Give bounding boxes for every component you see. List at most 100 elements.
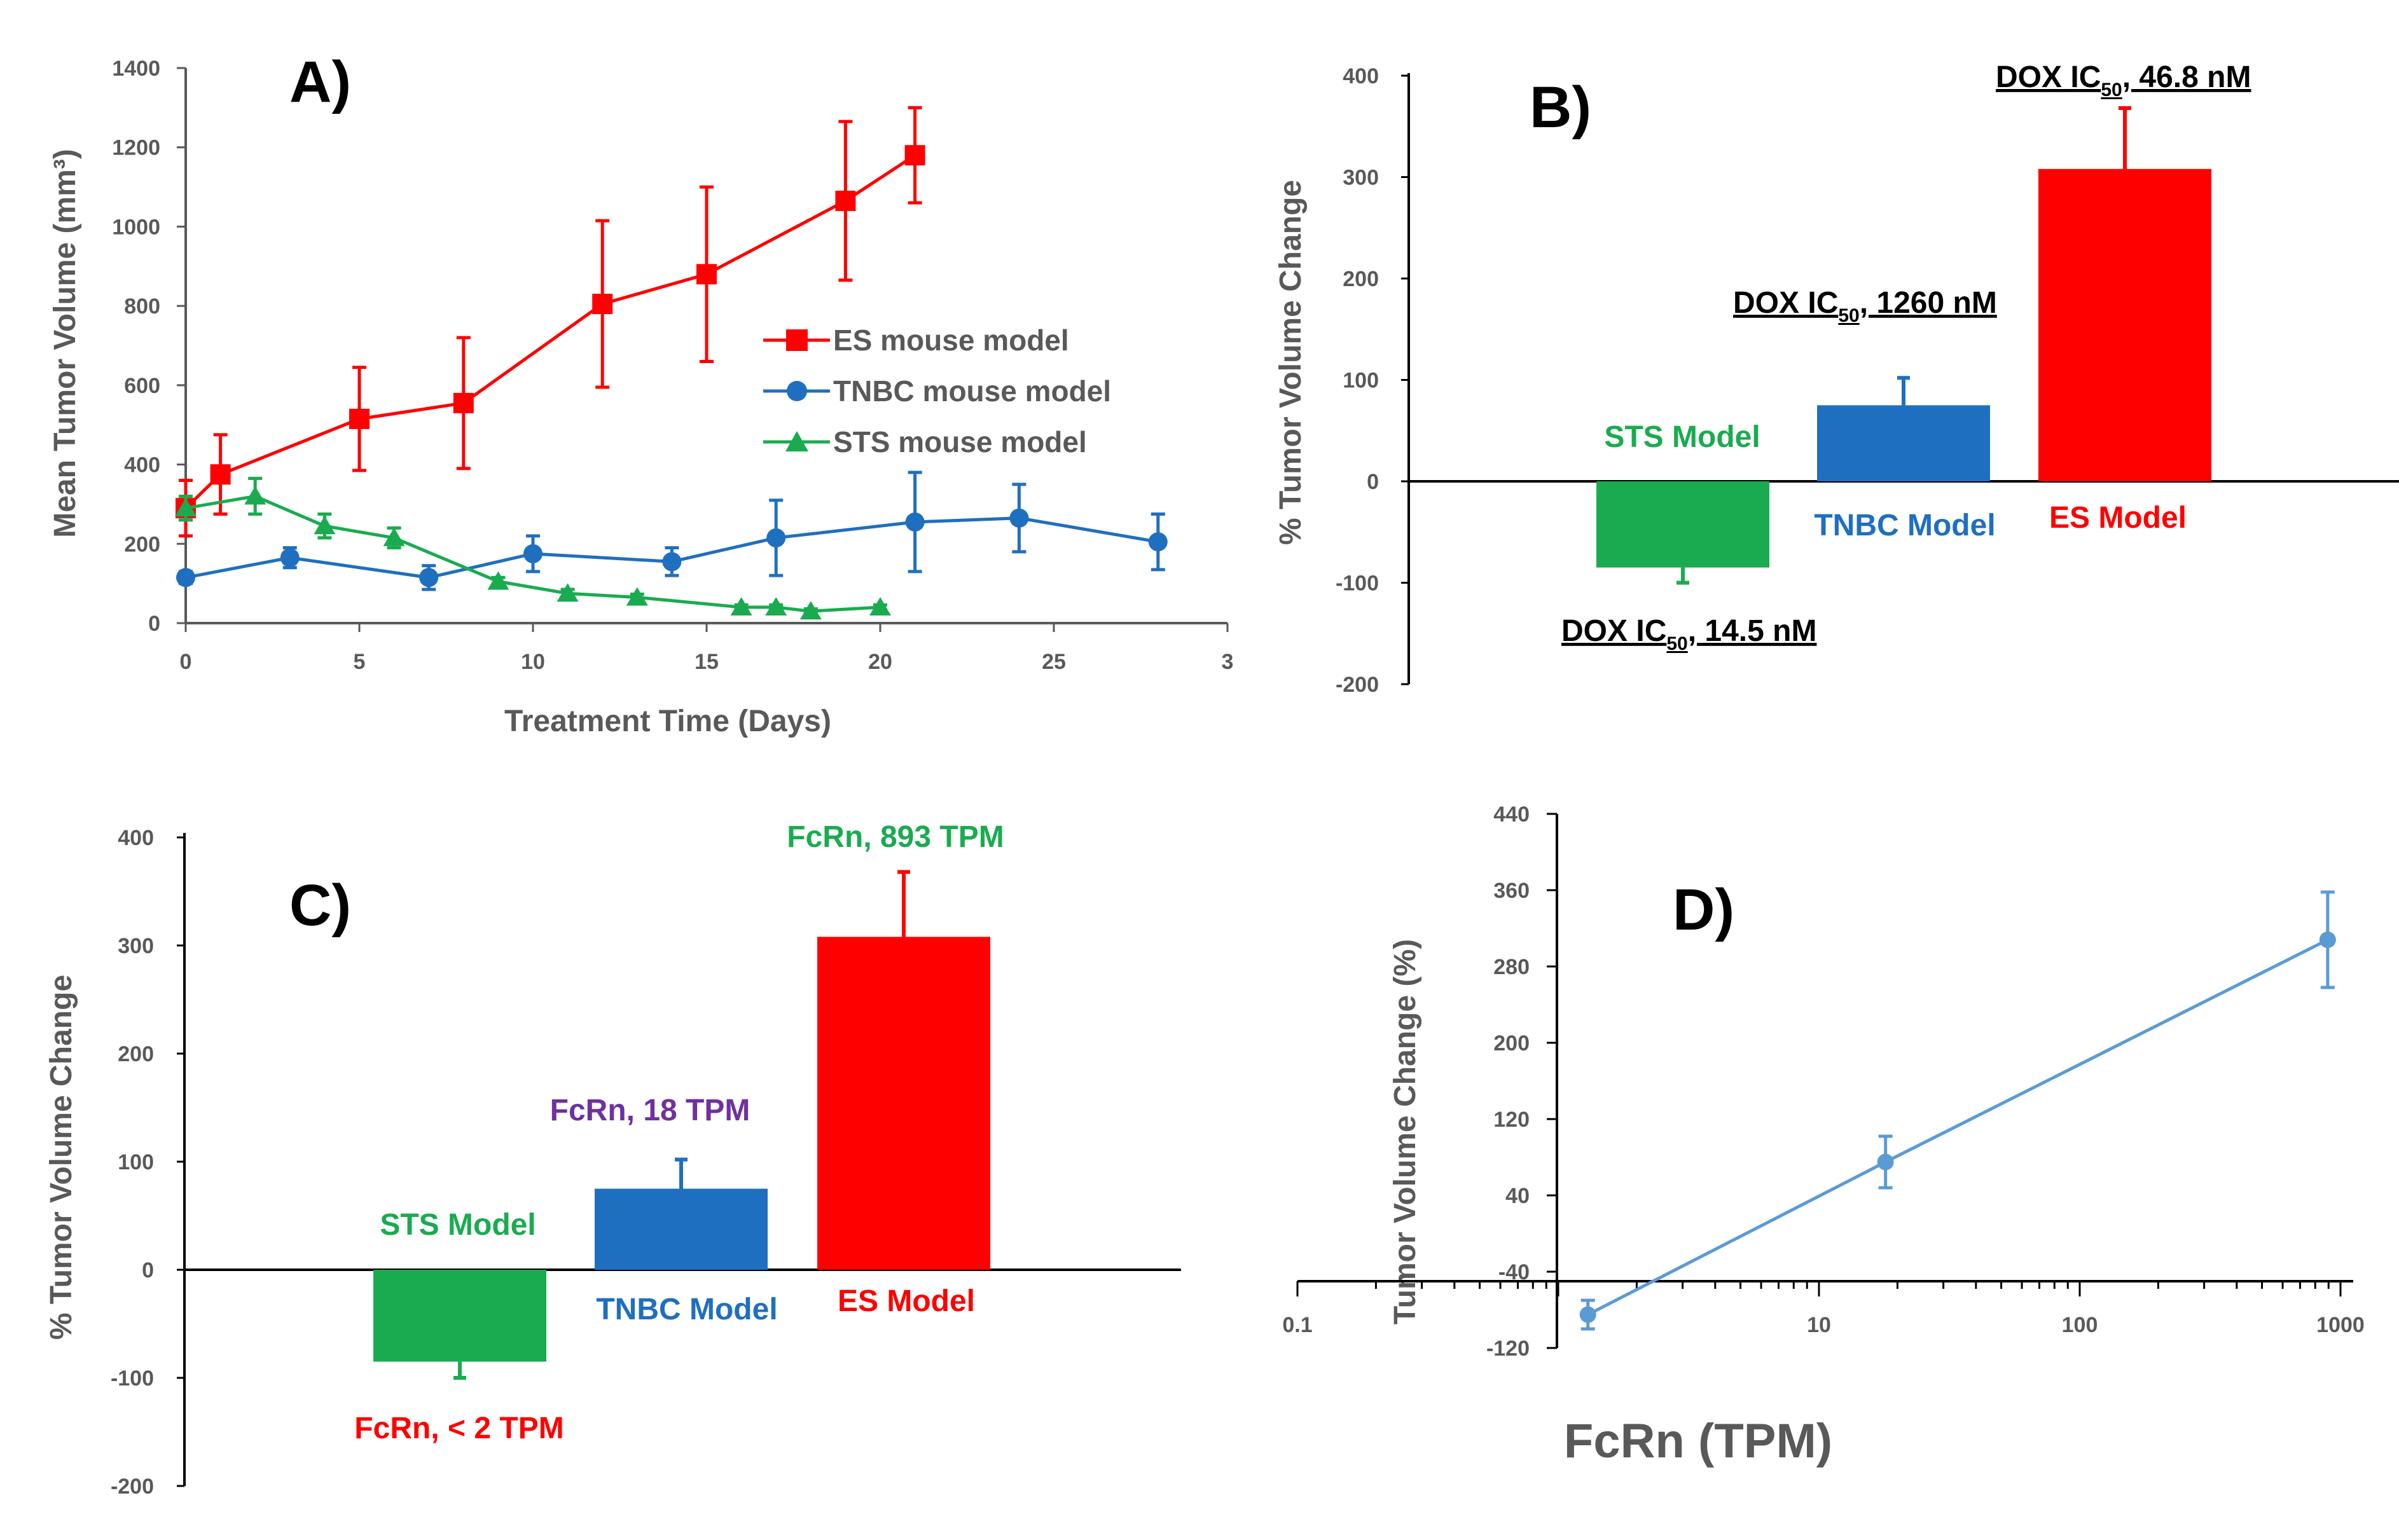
panel-d-x-tick-label: 1000 [2316, 1313, 2365, 1337]
panel-c-bars [373, 870, 990, 1380]
panel-c-annotation-sts: FcRn, < 2 TPM [354, 1412, 563, 1445]
panel-b-y-tick-label: -200 [1336, 673, 1379, 697]
panel-a: A) Mean Tumor Volume (mm³) Treatment Tim… [48, 50, 1233, 738]
panel-d-y-axis-title: Tumor Volume Change (%) [1388, 939, 1422, 1324]
panel-a-series [175, 106, 1168, 620]
panel-a-x-tick-label: 3 [1222, 650, 1234, 674]
data-point-sts [799, 601, 822, 620]
data-point-sts [730, 597, 752, 616]
panel-c-y-tick-label: -200 [111, 1475, 154, 1499]
panel-c-annotation-es: FcRn, 893 TPM [787, 820, 1004, 854]
panel-a-x-tick-label: 15 [695, 650, 719, 674]
panel-a-y-tick-label: 600 [124, 374, 160, 398]
legend-tnbc-label: TNBC mouse model [833, 375, 1111, 408]
panel-a-y-axis-title: Mean Tumor Volume (mm³) [48, 149, 82, 538]
series-sts [175, 476, 891, 620]
legend-es-marker [786, 329, 808, 351]
panel-b-y-ticks: -200 -100 0 100 200 300 400 [1336, 64, 1409, 697]
panel-a-x-tick-label: 20 [868, 650, 892, 674]
panel-a-x-tick-label: 0 [180, 650, 192, 674]
data-point-tnbc [176, 568, 195, 588]
panel-b: B) % Tumor Volume Change -200 -100 0 100 200… [1274, 60, 2399, 697]
panel-d-data-point [1877, 1153, 1894, 1171]
panel-d-label: D) [1673, 877, 1734, 942]
panel-b-bars [1596, 106, 2211, 585]
panel-c-annotation-tnbc: FcRn, 18 TPM [550, 1094, 750, 1127]
panel-c-bar-label-tnbc: TNBC Model [596, 1293, 777, 1326]
panel-d-x-ticks: 0.1 10 100 1000 [1282, 1281, 2365, 1337]
panel-b-y-tick-label: -100 [1336, 572, 1379, 596]
data-point-sts [487, 571, 509, 590]
panel-c-y-axis-title: % Tumor Volume Change [45, 975, 78, 1340]
panel-d-data-point [2319, 932, 2336, 948]
panel-d-x-tick-label: 0.1 [1282, 1313, 1312, 1337]
data-point-sts [175, 498, 197, 517]
panel-a-legend: ES mouse model TNBC mouse model STS mous… [763, 324, 1111, 458]
data-point-tnbc [1009, 508, 1029, 528]
panel-c-bar-sts [373, 1270, 546, 1362]
data-point-tnbc [523, 544, 543, 563]
panel-d-axes [1297, 814, 2353, 1348]
panel-c-y-tick-label: 400 [118, 826, 154, 850]
panel-d-y-tick-label: -120 [1486, 1337, 1530, 1361]
data-point-sts [765, 597, 787, 616]
panel-b-label: B) [1530, 75, 1591, 140]
panel-d-y-tick-label: 360 [1493, 879, 1530, 903]
data-point-sts [244, 486, 266, 505]
panel-b-annotation-es: DOX IC50, 46.8 nM [1996, 60, 2251, 100]
panel-a-x-axis-title: Treatment Time (Days) [504, 705, 831, 738]
panel-a-x-tick-label: 25 [1042, 650, 1066, 674]
panel-a-y-tick-label: 200 [124, 532, 160, 556]
panel-d-y-tick-label: 40 [1505, 1184, 1530, 1208]
data-point-sts [383, 527, 405, 546]
panel-c-y-tick-label: 0 [142, 1258, 154, 1282]
panel-b-bar-label-tnbc: TNBC Model [1814, 509, 1995, 542]
panel-b-annotation-tnbc: DOX IC50, 1260 nM [1733, 286, 1997, 326]
panel-d-x-tick-label: 10 [1807, 1313, 1831, 1337]
data-point-tnbc [419, 568, 439, 588]
panel-b-y-tick-label: 100 [1343, 369, 1379, 393]
panel-a-y-tick-label: 800 [124, 294, 160, 319]
panel-d-data-point [1579, 1306, 1596, 1323]
panel-c-y-tick-label: 300 [118, 934, 154, 958]
data-point-tnbc [766, 528, 786, 547]
panel-d-y-tick-label: 120 [1493, 1108, 1530, 1132]
data-point-sts [557, 583, 579, 602]
panel-c-y-tick-label: -100 [111, 1366, 154, 1391]
panel-c-bar-label-es: ES Model [838, 1284, 975, 1318]
panel-a-y-tick-label: 1400 [112, 57, 160, 81]
panel-d-y-tick-label: 280 [1493, 955, 1530, 979]
data-point-tnbc [662, 552, 682, 572]
legend-item-es: ES mouse model [763, 324, 1069, 357]
legend-sts-label: STS mouse model [833, 425, 1087, 458]
panel-b-y-tick-label: 300 [1343, 166, 1379, 190]
panel-a-y-tick-label: 0 [148, 612, 160, 636]
data-point-tnbc [1148, 532, 1168, 552]
legend-sts-marker [785, 431, 808, 451]
data-point-es [349, 408, 370, 429]
panel-d-y-tick-label: -40 [1498, 1260, 1530, 1284]
panel-b-bar-label-sts: STS Model [1604, 420, 1760, 454]
panel-a-y-tick-label: 1000 [112, 215, 160, 239]
panel-a-label: A) [289, 50, 351, 114]
panel-a-x-tick-label: 10 [521, 650, 545, 674]
panel-b-bar-label-es: ES Model [2049, 501, 2187, 535]
data-point-tnbc [280, 548, 300, 568]
panel-a-y-ticks: 0 200 400 600 800 1000 1200 1400 [112, 57, 186, 636]
panel-c-y-ticks: -200 -100 0 100 200 300 400 [111, 826, 184, 1499]
panel-a-x-tick-label: 5 [354, 650, 366, 674]
panel-b-y-tick-label: 0 [1367, 470, 1379, 494]
panel-d-y-tick-label: 200 [1493, 1031, 1530, 1055]
panel-c-bar-tnbc [595, 1188, 768, 1270]
legend-es-label: ES mouse model [833, 324, 1069, 357]
panel-c-y-tick-label: 200 [118, 1042, 154, 1066]
series-tnbc [176, 471, 1168, 591]
legend-tnbc-marker [787, 381, 807, 401]
panel-d-series [1579, 890, 2336, 1331]
panel-d-y-ticks: -120 -40 40 120 200 280 360 440 [1486, 802, 1557, 1361]
panel-b-bar-es [2038, 168, 2211, 481]
panel-d-y-tick-label: 440 [1493, 802, 1530, 827]
data-point-es [835, 190, 856, 211]
panel-d-x-tick-label: 100 [2062, 1313, 2098, 1337]
